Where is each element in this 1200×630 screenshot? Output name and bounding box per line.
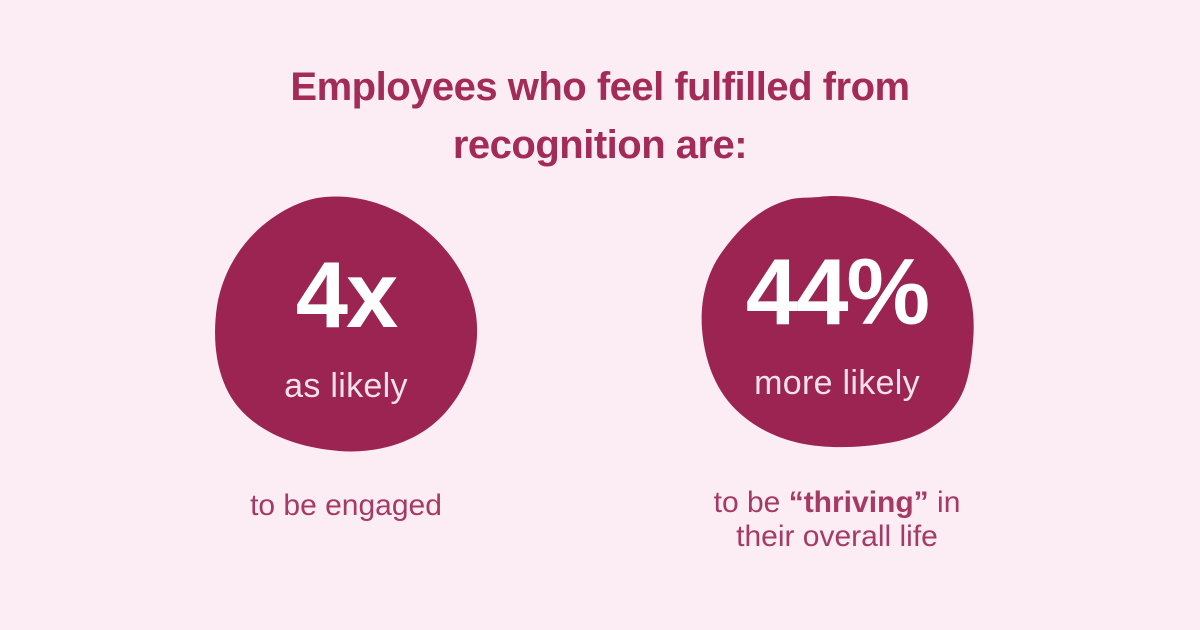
stat-blob-engaged: 4x as likely bbox=[214, 196, 478, 454]
caption-suffix: in bbox=[928, 486, 961, 519]
blob-shape-icon bbox=[701, 196, 974, 448]
blob-shape-icon bbox=[215, 196, 478, 452]
stat-text-group: 44% more likely bbox=[700, 196, 974, 448]
stat-text-group: 4x as likely bbox=[214, 196, 478, 454]
caption-text: to be engaged bbox=[250, 489, 442, 522]
stat-caption-engaged: to be engaged bbox=[214, 489, 478, 523]
stat-qualifier: more likely bbox=[754, 363, 920, 402]
page-title: Employees who feel fulfilled from recogn… bbox=[0, 58, 1200, 174]
title-line-2: recognition are: bbox=[452, 123, 748, 167]
caption-bold-word: “thriving” bbox=[788, 486, 929, 519]
title-line-1: Employees who feel fulfilled from bbox=[290, 65, 910, 109]
stat-blob-thriving: 44% more likely bbox=[700, 196, 974, 448]
caption-prefix: to be bbox=[713, 486, 789, 519]
caption-line-2: their overall life bbox=[736, 520, 938, 553]
caption-line-1: to be “thriving” in bbox=[680, 486, 994, 520]
stat-value: 44% bbox=[745, 238, 930, 344]
stat-qualifier: as likely bbox=[284, 366, 408, 405]
stat-value: 4x bbox=[295, 241, 399, 347]
stat-caption-thriving: to be “thriving” in their overall life bbox=[680, 486, 994, 554]
